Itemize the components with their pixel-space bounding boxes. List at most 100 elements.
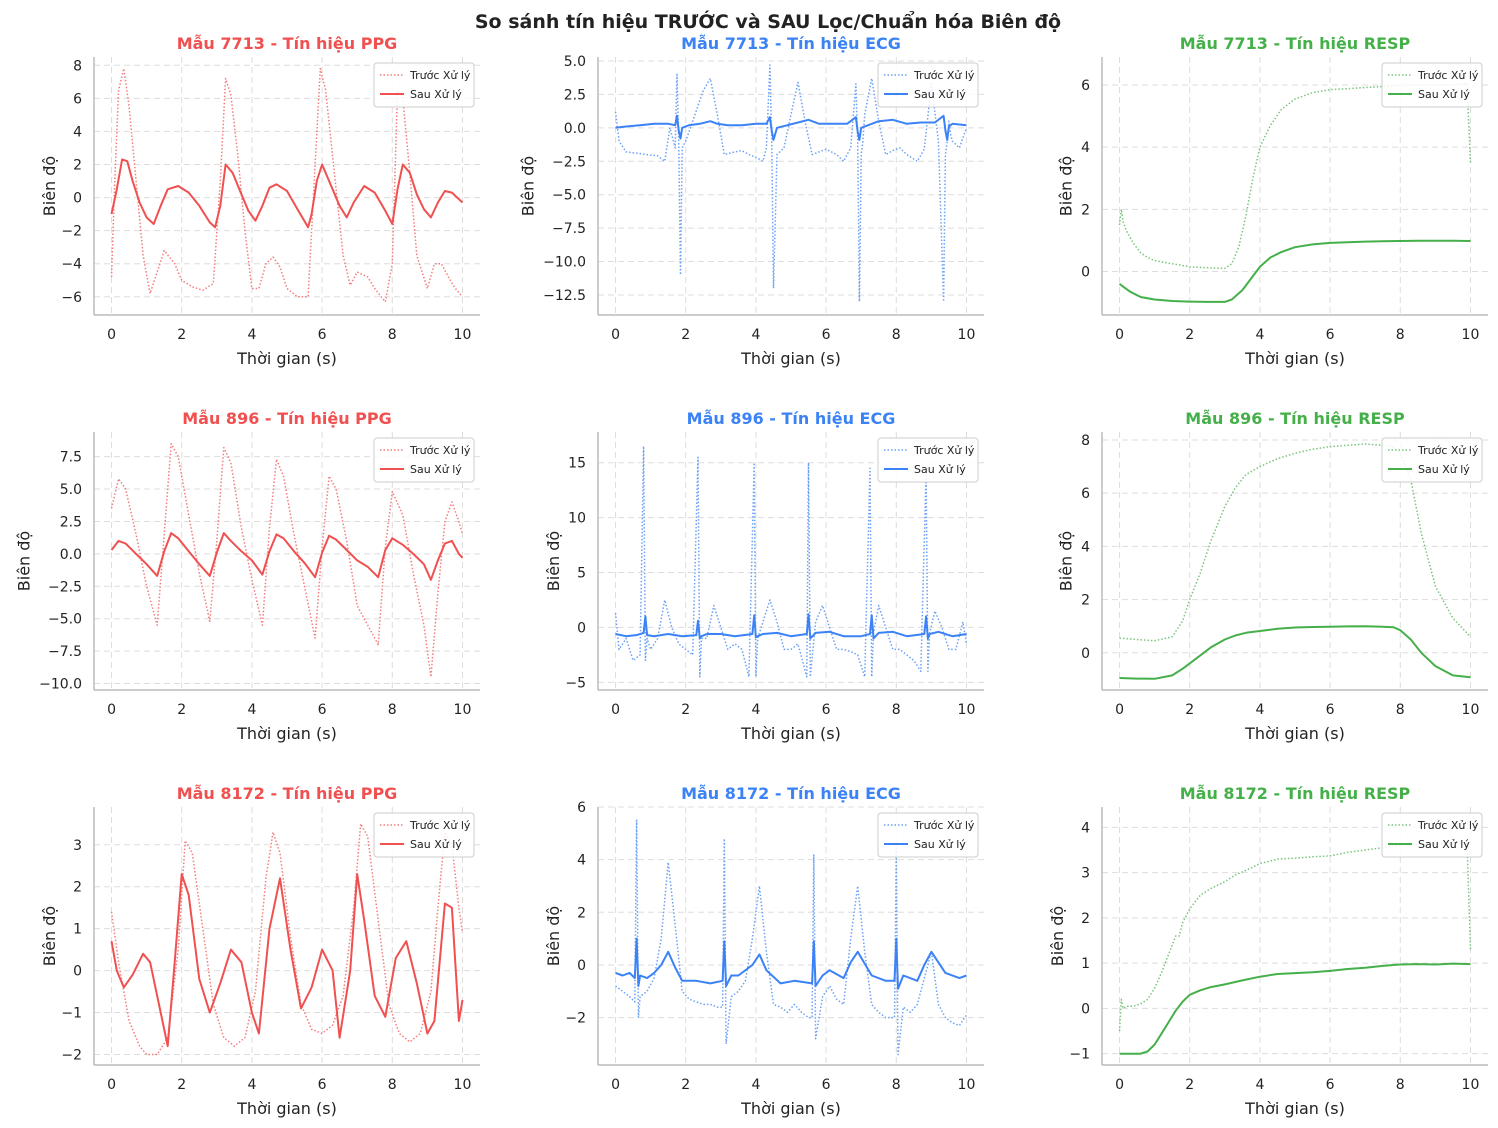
series-before-line [615, 819, 968, 1056]
y-tick-label: 4 [1081, 820, 1090, 836]
y-tick-label: −2 [565, 1011, 586, 1027]
legend: Trước Xử lý Sau Xử lý [373, 812, 475, 858]
y-tick-label: 4 [1081, 140, 1090, 156]
y-tick-label: −1 [1069, 1047, 1090, 1063]
x-axis-label: Thời gian (s) [1244, 724, 1345, 743]
y-tick-label: 2 [1081, 202, 1090, 218]
y-tick-label: −2.5 [48, 579, 82, 595]
y-tick-label: −1 [61, 1006, 82, 1022]
series-after-line [1119, 625, 1471, 680]
x-tick-label: 6 [822, 1077, 831, 1093]
x-tick-label: 0 [1115, 1077, 1124, 1093]
legend: Trước Xử lý Sau Xử lý [1381, 62, 1483, 108]
x-tick-label: 10 [1462, 702, 1480, 718]
chart-title: Mẫu 8172 - Tín hiệu RESP [1180, 784, 1411, 803]
y-tick-label: 0.0 [60, 547, 82, 563]
x-tick-label: 0 [611, 1077, 620, 1093]
chart-title: Mẫu 7713 - Tín hiệu ECG [681, 34, 901, 53]
x-tick-label: 8 [1396, 1077, 1405, 1093]
x-axis-label: Thời gian (s) [1244, 349, 1345, 368]
x-tick-label: 2 [1185, 702, 1194, 718]
y-tick-label: 6 [1081, 486, 1090, 502]
y-tick-label: 0 [73, 191, 82, 207]
y-tick-label: 6 [577, 800, 586, 816]
x-tick-label: 0 [611, 327, 620, 343]
x-tick-label: 6 [1326, 327, 1335, 343]
chart-title: Mẫu 8172 - Tín hiệu PPG [177, 784, 398, 803]
chart-title: Mẫu 7713 - Tín hiệu PPG [177, 34, 398, 53]
legend: Trước Xử lý Sau Xử lý [1381, 437, 1483, 483]
x-tick-label: 2 [681, 327, 690, 343]
y-axis-label: Biên độ [544, 906, 563, 966]
y-tick-label: −12.5 [543, 288, 586, 304]
y-axis-label: Biên độ [15, 531, 34, 591]
chart-panel-5: 0 2 4 6 8 10 0 2 4 6 8 Thời gian (s) Biên độ Mẫu 896 … [1057, 409, 1488, 743]
x-tick-label: 2 [177, 1077, 186, 1093]
series-after-line [110, 873, 464, 1048]
legend-label: Trước Xử lý [409, 444, 471, 457]
x-tick-label: 8 [1396, 702, 1405, 718]
x-tick-label: 6 [822, 702, 831, 718]
legend: Trước Xử lý Sau Xử lý [877, 62, 979, 108]
legend-label: Sau Xử lý [914, 88, 966, 101]
x-tick-label: 4 [247, 1077, 256, 1093]
y-tick-label: −2 [61, 224, 82, 240]
series-after-line [615, 937, 967, 990]
x-tick-label: 8 [388, 327, 397, 343]
series-after-line [110, 532, 464, 581]
x-tick-label: 10 [1462, 327, 1480, 343]
x-tick-label: 10 [454, 327, 472, 343]
x-axis-label: Thời gian (s) [236, 724, 337, 743]
x-tick-label: 2 [177, 702, 186, 718]
y-tick-label: −7.5 [48, 644, 82, 660]
y-tick-label: 6 [1081, 78, 1090, 94]
y-tick-label: 0 [1081, 264, 1090, 280]
y-tick-label: 0 [1081, 1001, 1090, 1017]
legend-label: Sau Xử lý [410, 838, 462, 851]
legend: Trước Xử lý Sau Xử lý [373, 437, 475, 483]
series-after-line [110, 158, 464, 229]
x-tick-label: 4 [247, 327, 256, 343]
x-axis-label: Thời gian (s) [740, 349, 841, 368]
y-tick-label: −7.5 [552, 221, 586, 237]
y-tick-label: 7.5 [60, 450, 82, 466]
x-tick-label: 2 [1185, 327, 1194, 343]
series-after-line [615, 114, 967, 141]
chart-panel-2: 0 2 4 6 8 10 0 2 4 6 Thời gian (s) Biên độ Mẫu 7713 … [1057, 34, 1488, 368]
x-tick-label: 2 [681, 1077, 690, 1093]
chart-title: Mẫu 896 - Tín hiệu PPG [182, 409, 392, 428]
legend: Trước Xử lý Sau Xử lý [877, 437, 979, 483]
y-tick-label: −6 [61, 290, 82, 306]
legend-label: Sau Xử lý [1418, 88, 1470, 101]
x-tick-label: 6 [1326, 702, 1335, 718]
chart-panel-4: 0 2 4 6 8 10 −5 0 5 10 15 Thời gian (s) Biên độ Mẫu 8… [544, 409, 984, 743]
y-tick-label: 1 [73, 922, 82, 938]
y-tick-label: −5.0 [48, 612, 82, 628]
x-tick-label: 0 [611, 702, 620, 718]
legend: Trước Xử lý Sau Xử lý [373, 62, 475, 108]
x-axis-label: Thời gian (s) [740, 1099, 841, 1118]
y-tick-label: 2 [1081, 911, 1090, 927]
series-before-line [110, 442, 464, 678]
x-tick-label: 10 [958, 327, 976, 343]
y-tick-label: −5.0 [552, 188, 586, 204]
chart-title: Mẫu 896 - Tín hiệu RESP [1185, 409, 1405, 428]
legend-label: Sau Xử lý [410, 88, 462, 101]
legend: Trước Xử lý Sau Xử lý [1381, 812, 1483, 858]
x-tick-label: 10 [454, 702, 472, 718]
x-tick-label: 0 [1115, 327, 1124, 343]
y-axis-label: Biên độ [519, 156, 538, 216]
chart-panel-6: 0 2 4 6 8 10 −2 −1 0 1 2 3 Thời gian (s) Biên độ Mẫu 8… [40, 784, 480, 1118]
y-tick-label: 6 [73, 91, 82, 107]
y-tick-label: −5 [565, 675, 586, 691]
y-tick-label: 1 [1081, 956, 1090, 972]
series-after-line [1118, 239, 1471, 303]
chart-panel-8: 0 2 4 6 8 10 −1 0 1 2 3 4 Thời gian (s) Biên độ Mẫu 81… [1048, 784, 1488, 1118]
legend-label: Trước Xử lý [409, 69, 471, 82]
legend-label: Trước Xử lý [1417, 69, 1479, 82]
x-tick-label: 4 [751, 702, 760, 718]
y-tick-label: 0.0 [564, 121, 586, 137]
legend-label: Sau Xử lý [410, 463, 462, 476]
x-tick-label: 8 [388, 1077, 397, 1093]
legend-label: Sau Xử lý [914, 838, 966, 851]
